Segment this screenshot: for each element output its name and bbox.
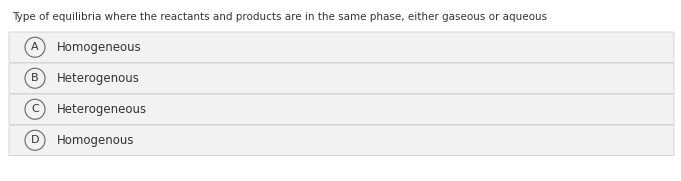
Text: Type of equilibria where the reactants and products are in the same phase, eithe: Type of equilibria where the reactants a… <box>12 12 547 22</box>
Text: C: C <box>31 104 39 114</box>
Text: Heterogeneous: Heterogeneous <box>57 103 147 116</box>
Ellipse shape <box>25 37 45 57</box>
Ellipse shape <box>25 99 45 119</box>
Text: Homogeneous: Homogeneous <box>57 41 142 54</box>
Text: Homogenous: Homogenous <box>57 134 135 147</box>
Text: B: B <box>31 73 39 83</box>
Ellipse shape <box>25 68 45 88</box>
Text: D: D <box>31 135 39 145</box>
FancyBboxPatch shape <box>9 32 674 62</box>
Text: Heterogenous: Heterogenous <box>57 72 140 85</box>
Ellipse shape <box>25 130 45 150</box>
FancyBboxPatch shape <box>9 125 674 155</box>
FancyBboxPatch shape <box>9 94 674 125</box>
Text: A: A <box>31 42 39 52</box>
FancyBboxPatch shape <box>9 63 674 94</box>
